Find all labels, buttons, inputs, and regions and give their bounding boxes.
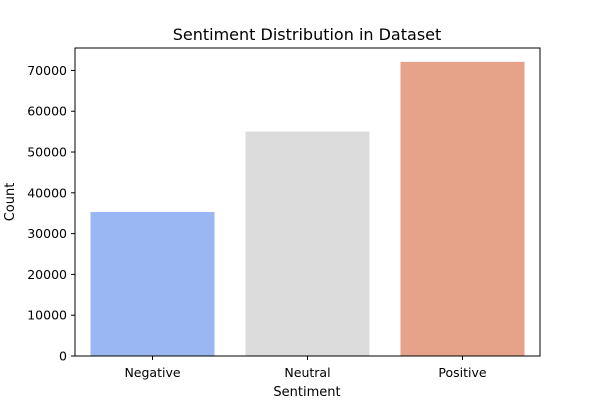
y-axis-label: Count bbox=[3, 183, 18, 222]
y-tick-label: 10000 bbox=[27, 308, 67, 323]
y-axis-ticks: 0 10000 20000 30000 40000 50000 60000 70000 bbox=[27, 63, 75, 364]
y-tick-label: 70000 bbox=[27, 63, 67, 78]
y-tick-label: 20000 bbox=[27, 267, 67, 282]
x-axis-label: Sentiment bbox=[273, 385, 340, 400]
y-tick-label: 0 bbox=[59, 349, 67, 364]
y-tick-label: 40000 bbox=[27, 185, 67, 200]
bar-positive bbox=[400, 61, 525, 357]
y-tick-label: 60000 bbox=[27, 104, 67, 119]
bar-negative bbox=[90, 211, 215, 356]
y-tick-label: 30000 bbox=[27, 226, 67, 241]
chart-title: Sentiment Distribution in Dataset bbox=[173, 25, 442, 44]
bars-group bbox=[90, 61, 525, 357]
x-tick-label: Neutral bbox=[284, 365, 330, 380]
x-axis-ticks: Negative Neutral Positive bbox=[124, 356, 487, 380]
x-tick-label: Positive bbox=[438, 365, 486, 380]
x-tick-label: Negative bbox=[124, 365, 180, 380]
plot-frame bbox=[74, 47, 541, 357]
bar-neutral bbox=[245, 131, 370, 356]
y-tick-label: 50000 bbox=[27, 145, 67, 160]
